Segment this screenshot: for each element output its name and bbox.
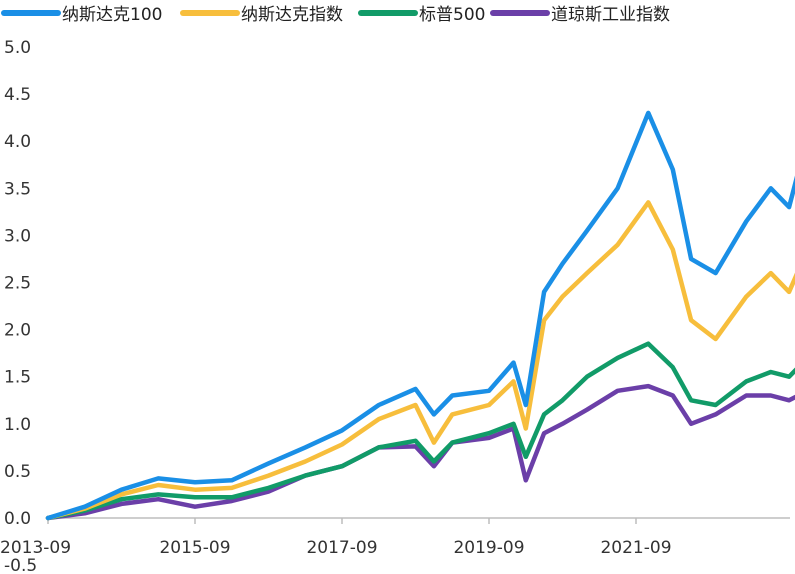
x-tick-label: 2021-09 [600,538,671,558]
y-tick-label: 4.0 [4,132,31,152]
series-line-4 [45,383,795,521]
y-tick-label: -0.5 [4,556,37,574]
series-line-1 [45,110,795,521]
y-axis: -0.5 0.0 0.5 1.0 1.5 2.0 2.5 3.0 3.5 4.0 4.5 5.0 [4,38,37,574]
y-tick-label: 2.0 [4,321,31,341]
legend-label: 道琼斯工业指数 [551,5,670,25]
x-tick-label: 2019-09 [453,538,524,558]
y-tick-label: 2.5 [4,274,31,294]
y-tick-label: 1.5 [4,368,31,388]
legend-label: 纳斯达克指数 [241,5,343,25]
series-line-2 [45,200,795,521]
y-tick-label: 0.5 [4,462,31,482]
y-tick-label: 3.0 [4,226,31,246]
y-tick-label: 3.5 [4,179,31,199]
x-tick-label: 2017-09 [306,538,377,558]
chart-series [45,110,795,521]
series-line-3 [45,341,795,521]
x-tick-label: 2013-09 [0,538,71,558]
legend-label: 纳斯达克100 [62,5,162,25]
y-tick-label: 5.0 [4,38,31,58]
x-axis: 2013-09 2015-09 2017-09 2019-09 2021-09 [0,517,790,558]
legend-label: 标普500 [419,5,485,25]
y-tick-label: 0.0 [4,509,31,529]
x-tick-label: 2015-09 [159,538,230,558]
y-tick-label: 4.5 [4,85,31,105]
chart-legend: 纳斯达克100 纳斯达克指数 标普500 道琼斯工业指数 [1,5,670,25]
y-tick-label: 1.0 [4,415,31,435]
